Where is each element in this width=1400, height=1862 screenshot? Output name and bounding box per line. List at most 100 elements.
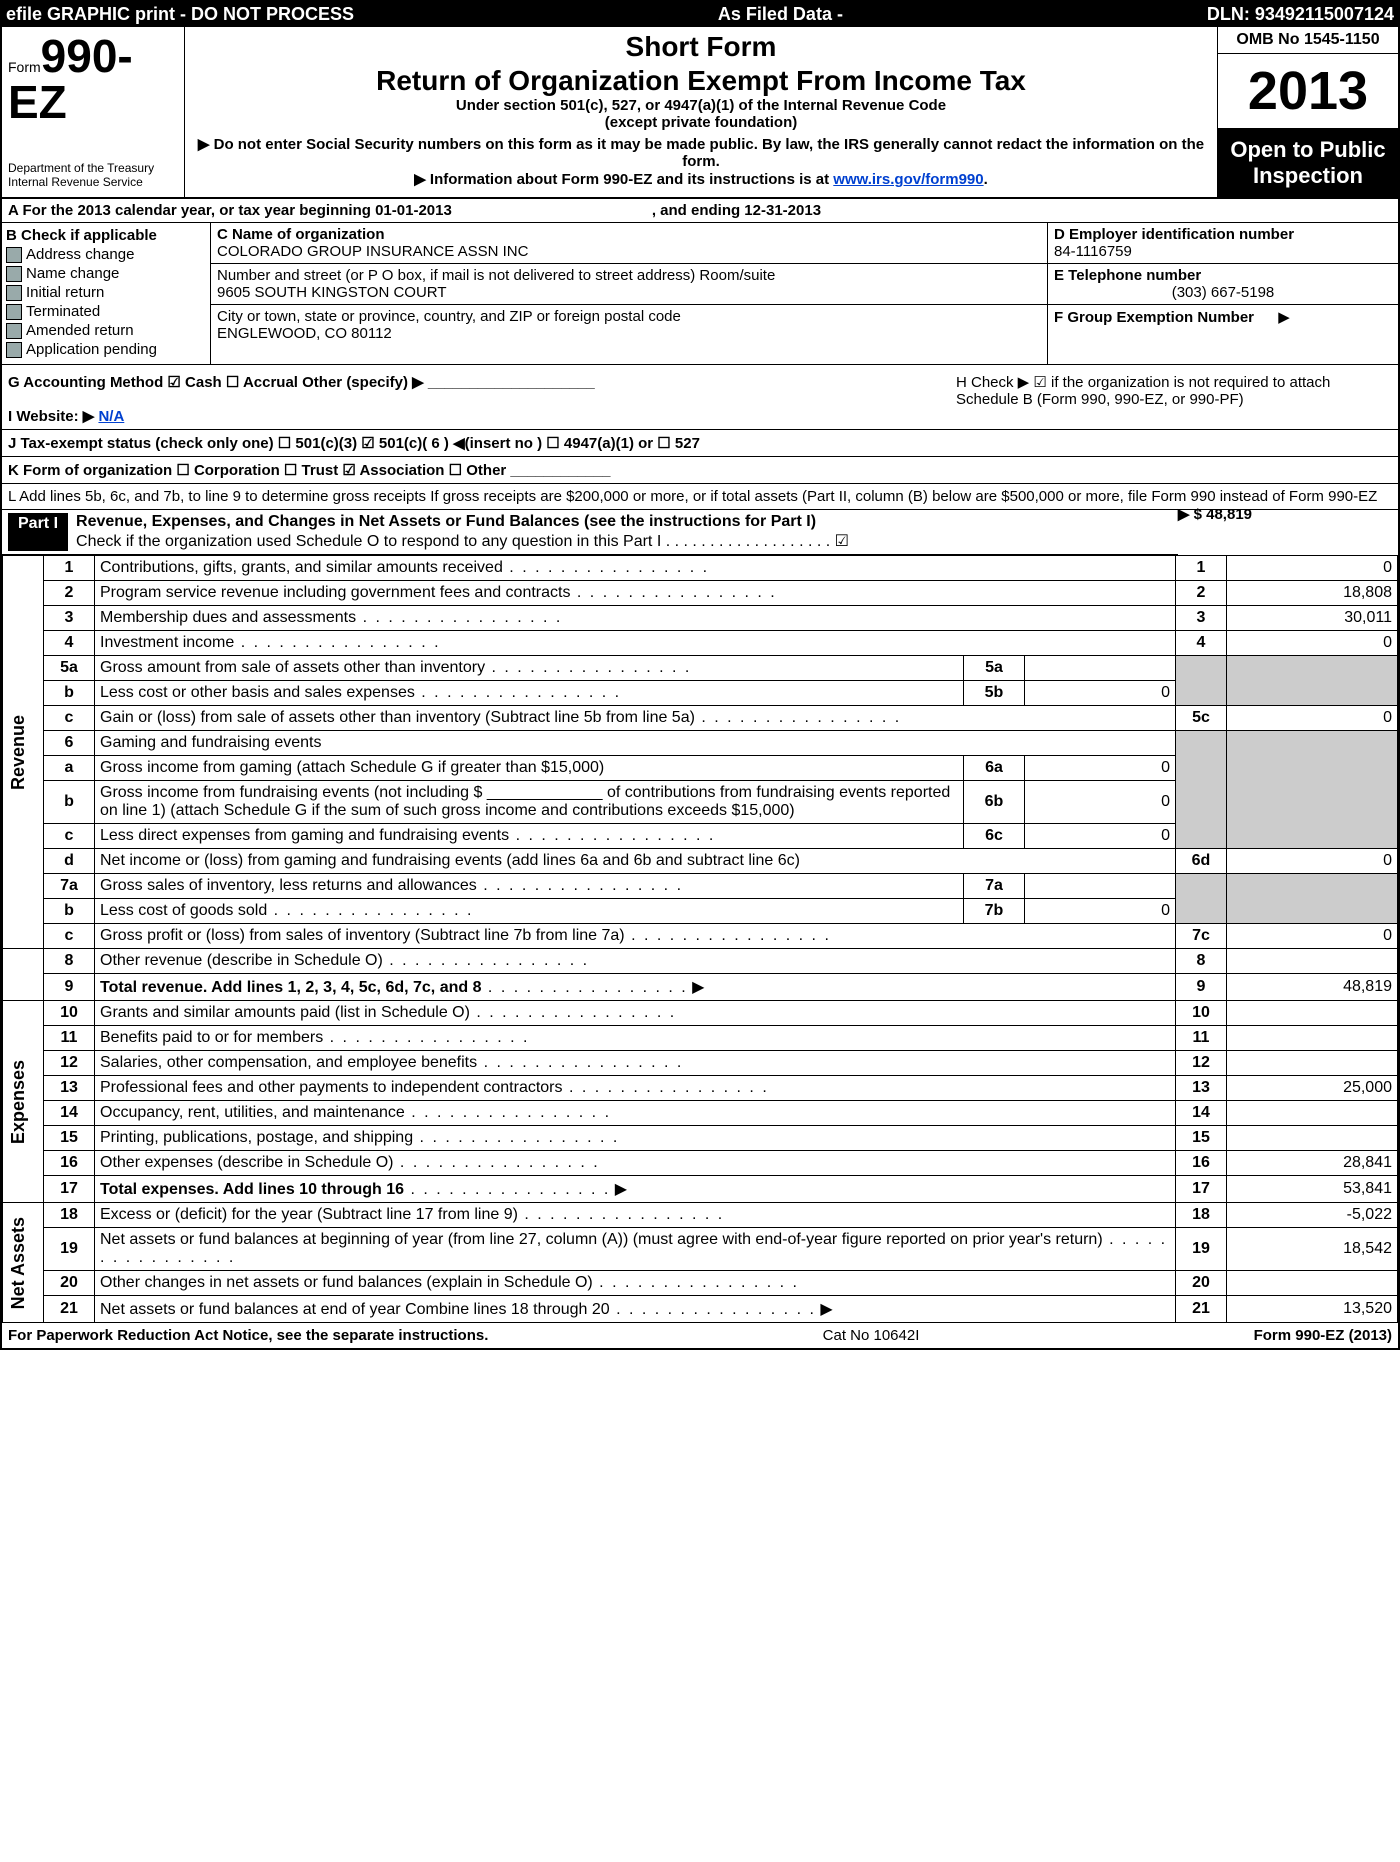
l10-nn: 10 (1176, 1001, 1227, 1026)
phone-value: (303) 667-5198 (1054, 284, 1392, 301)
col-b-heading: B Check if applicable (6, 227, 206, 244)
ssn-note: ▶ Do not enter Social Security numbers o… (193, 135, 1209, 170)
website-value[interactable]: N/A (98, 408, 124, 425)
l6b-num: b (44, 781, 95, 824)
l6c-desc: Less direct expenses from gaming and fun… (100, 827, 715, 844)
l8-val (1227, 949, 1398, 974)
subtitle1: Under section 501(c), 527, or 4947(a)(1)… (193, 97, 1209, 114)
l19-desc: Net assets or fund balances at beginning… (100, 1231, 1103, 1248)
top-mid: Short Form Return of Organization Exempt… (185, 27, 1217, 197)
side-revenue: Revenue (8, 715, 29, 790)
row-h: H Check ▶ ☑ if the organization is not r… (950, 369, 1392, 425)
l12-num: 12 (44, 1051, 95, 1076)
l11-val (1227, 1026, 1398, 1051)
l8-num: 8 (44, 949, 95, 974)
l17-val: 53,841 (1227, 1176, 1398, 1203)
part1-header: Part I Revenue, Expenses, and Changes in… (2, 510, 1178, 555)
l6b-desc: Gross income from fundraising events (no… (100, 784, 950, 819)
part1-title-text: Revenue, Expenses, and Changes in Net As… (76, 513, 816, 530)
chk-name-change[interactable]: Name change (6, 265, 206, 282)
l18-val: -5,022 (1227, 1203, 1398, 1228)
l9-desc: Total revenue. Add lines 1, 2, 3, 4, 5c,… (100, 979, 481, 996)
l11-nn: 11 (1176, 1026, 1227, 1051)
row-g: G Accounting Method ☑ Cash ☐ Accrual Oth… (8, 369, 950, 407)
l4-desc: Investment income (100, 634, 441, 651)
col-de: D Employer identification number 84-1116… (1047, 223, 1398, 364)
footer-left: For Paperwork Reduction Act Notice, see … (8, 1327, 488, 1344)
section-bc: B Check if applicable Address change Nam… (2, 223, 1398, 365)
efile-header-bar: efile GRAPHIC print - DO NOT PROCESS As … (2, 2, 1398, 27)
dln: DLN: 93492115007124 (1207, 4, 1394, 25)
info-note: ▶ Information about Form 990-EZ and its … (193, 170, 1209, 188)
chk-initial-return[interactable]: Initial return (6, 284, 206, 301)
website-label: I Website: ▶ (8, 408, 94, 425)
col-b: B Check if applicable Address change Nam… (2, 223, 211, 364)
top-left: Form990-EZ Department of the Treasury In… (2, 27, 185, 197)
l6-desc: Gaming and fundraising events (100, 734, 321, 751)
l6a-iv: 0 (1025, 756, 1176, 781)
row-i: I Website: ▶ N/A (8, 407, 950, 425)
side-expenses: Expenses (8, 1060, 29, 1144)
l14-val (1227, 1101, 1398, 1126)
l18-desc: Excess or (deficit) for the year (Subtra… (100, 1206, 724, 1223)
chk-address-change[interactable]: Address change (6, 246, 206, 263)
row-j: J Tax-exempt status (check only one) ☐ 5… (2, 430, 1398, 457)
l13-nn: 13 (1176, 1076, 1227, 1101)
l17-num: 17 (44, 1176, 95, 1203)
l16-num: 16 (44, 1151, 95, 1176)
l9-nn: 9 (1176, 974, 1227, 1001)
l3-nn: 3 (1176, 606, 1227, 631)
form-990ez-page: efile GRAPHIC print - DO NOT PROCESS As … (0, 0, 1400, 1350)
l3-desc: Membership dues and assessments (100, 609, 562, 626)
l13-num: 13 (44, 1076, 95, 1101)
col-c: C Name of organization COLORADO GROUP IN… (211, 223, 1047, 364)
l15-desc: Printing, publications, postage, and shi… (100, 1129, 619, 1146)
l6c-iv: 0 (1025, 824, 1176, 849)
l13-val: 25,000 (1227, 1076, 1398, 1101)
l4-val: 0 (1227, 631, 1398, 656)
l6-num: 6 (44, 731, 95, 756)
lines-table: Revenue 1 Contributions, gifts, grants, … (2, 555, 1398, 1323)
l1-desc: Contributions, gifts, grants, and simila… (100, 559, 709, 576)
l14-nn: 14 (1176, 1101, 1227, 1126)
dept-irs: Internal Revenue Service (8, 175, 178, 189)
l14-desc: Occupancy, rent, utilities, and maintena… (100, 1104, 611, 1121)
l5a-num: 5a (44, 656, 95, 681)
short-form-title: Short Form (193, 31, 1209, 63)
irs-link[interactable]: www.irs.gov/form990 (833, 171, 983, 188)
dept-treasury: Department of the Treasury (8, 161, 178, 175)
l20-nn: 20 (1176, 1271, 1227, 1296)
row-l-text: L Add lines 5b, 6c, and 7b, to line 9 to… (8, 488, 1377, 505)
l7a-in: 7a (964, 874, 1025, 899)
l21-val: 13,520 (1227, 1296, 1398, 1323)
l20-val (1227, 1271, 1398, 1296)
org-name: COLORADO GROUP INSURANCE ASSN INC (217, 243, 1041, 260)
l17-nn: 17 (1176, 1176, 1227, 1203)
l5c-desc: Gain or (loss) from sale of assets other… (100, 709, 901, 726)
l15-val (1227, 1126, 1398, 1151)
l7b-iv: 0 (1025, 899, 1176, 924)
footer: For Paperwork Reduction Act Notice, see … (2, 1323, 1398, 1348)
l6a-in: 6a (964, 756, 1025, 781)
l18-nn: 18 (1176, 1203, 1227, 1228)
top-right: OMB No 1545-1150 2013 Open to Public Ins… (1217, 27, 1398, 197)
l21-desc: Net assets or fund balances at end of ye… (100, 1301, 610, 1318)
l6a-desc: Gross income from gaming (attach Schedul… (100, 759, 604, 776)
l7b-num: b (44, 899, 95, 924)
l20-num: 20 (44, 1271, 95, 1296)
l5a-iv (1025, 656, 1176, 681)
l18-num: 18 (44, 1203, 95, 1228)
chk-application-pending[interactable]: Application pending (6, 341, 206, 358)
l13-desc: Professional fees and other payments to … (100, 1079, 769, 1096)
l7a-iv (1025, 874, 1176, 899)
omb-number: OMB No 1545-1150 (1218, 27, 1398, 54)
chk-terminated[interactable]: Terminated (6, 303, 206, 320)
l7c-nn: 7c (1176, 924, 1227, 949)
street-value: 9605 SOUTH KINGSTON COURT (217, 284, 1041, 301)
l10-num: 10 (44, 1001, 95, 1026)
l6b-iv: 0 (1025, 781, 1176, 824)
city-label: City or town, state or province, country… (217, 308, 1041, 325)
street-label: Number and street (or P O box, if mail i… (217, 267, 1041, 284)
chk-amended-return[interactable]: Amended return (6, 322, 206, 339)
l7c-val: 0 (1227, 924, 1398, 949)
